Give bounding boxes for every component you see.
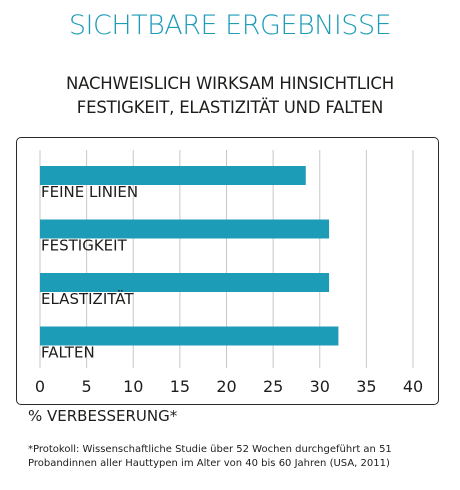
x-tick-label: 20 — [216, 377, 236, 396]
x-tick-label: 40 — [403, 377, 423, 396]
x-tick-label: 35 — [356, 377, 376, 396]
x-axis-label: % VERBESSERUNG* — [28, 407, 178, 425]
footnote-line-2: Probandinnen aller Hauttypen im Alter vo… — [28, 458, 390, 469]
x-tick-label: 25 — [263, 377, 283, 396]
bar — [40, 326, 339, 346]
chart-subtitle: NACHWEISLICH WIRKSAM HINSICHTLICH FESTIG… — [0, 72, 460, 120]
x-tick-label: 0 — [35, 377, 45, 396]
chart-frame — [16, 137, 439, 405]
footnote-line-1: *Protokoll: Wissenschaftliche Studie übe… — [28, 444, 392, 455]
x-tick-label: 10 — [123, 377, 143, 396]
bar — [40, 166, 306, 185]
chart-title: SICHTBARE ERGEBNISSE — [68, 10, 392, 41]
x-tick-label: 5 — [82, 377, 92, 396]
category-label: ELASTIZITÄT — [41, 289, 134, 308]
x-tick-label: 30 — [310, 377, 330, 396]
subtitle-line-2: FESTIGKEIT, ELASTIZITÄT UND FALTEN — [76, 98, 384, 117]
category-label: FEINE LINIEN — [41, 183, 138, 201]
x-tick-label: 15 — [170, 377, 190, 396]
category-label: FALTEN — [41, 344, 95, 362]
subtitle-line-1: NACHWEISLICH WIRKSAM HINSICHTLICH — [66, 74, 394, 93]
bar — [40, 219, 330, 239]
footnote: *Protokoll: Wissenschaftliche Studie übe… — [28, 443, 453, 471]
bar — [40, 273, 330, 292]
category-label: FESTIGKEIT — [41, 237, 128, 255]
